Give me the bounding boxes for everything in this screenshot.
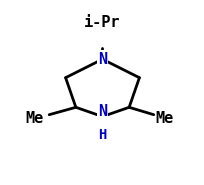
Text: N: N: [98, 52, 106, 67]
Text: Me: Me: [26, 111, 44, 126]
Text: N: N: [98, 104, 106, 120]
Text: i-Pr: i-Pr: [84, 15, 120, 30]
Text: Me: Me: [154, 111, 172, 126]
Text: H: H: [98, 128, 106, 142]
